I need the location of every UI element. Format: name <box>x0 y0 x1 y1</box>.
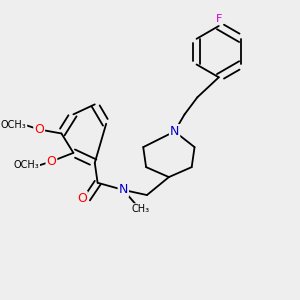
Text: N: N <box>170 125 179 138</box>
Text: O: O <box>34 123 44 136</box>
Text: F: F <box>216 14 222 24</box>
Text: CH₃: CH₃ <box>131 204 149 214</box>
Text: N: N <box>118 183 128 196</box>
Text: O: O <box>77 192 87 205</box>
Text: OCH₃: OCH₃ <box>1 121 26 130</box>
Text: O: O <box>46 155 56 168</box>
Text: OCH₃: OCH₃ <box>14 160 39 170</box>
